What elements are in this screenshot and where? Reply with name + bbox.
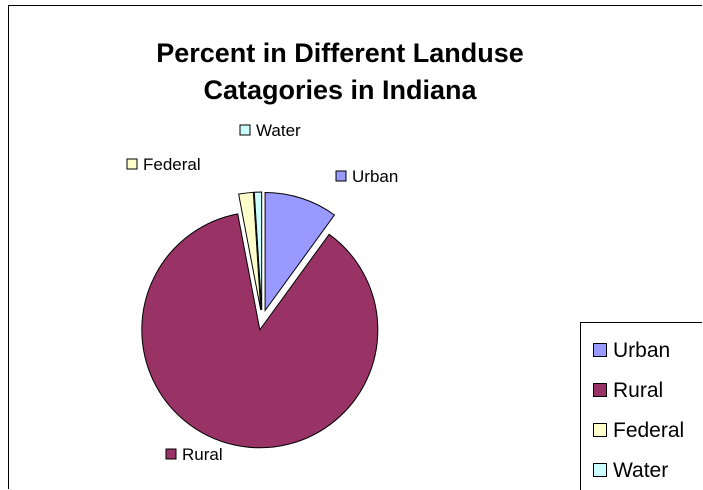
legend-label-water: Water: [613, 459, 669, 482]
pie-slice-rural: [141, 213, 379, 449]
slice-label-swatch: [239, 124, 251, 136]
legend-label-urban: Urban: [613, 339, 671, 362]
slice-label-swatch: [335, 170, 347, 182]
legend-label-rural: Rural: [613, 379, 664, 402]
pie-slice-federal: [238, 191, 262, 311]
legend-item-urban: Urban: [593, 339, 670, 363]
slice-label-swatch: [165, 448, 177, 460]
legend-swatch-rural: [593, 383, 607, 397]
legend: Urban Rural Federal Water: [580, 322, 702, 490]
slice-label-urban: Urban: [335, 167, 398, 186]
slice-label-text: Rural: [182, 445, 223, 464]
legend-swatch-urban: [593, 343, 607, 357]
slice-label-text: Water: [256, 121, 301, 140]
legend-item-federal: Federal: [593, 419, 684, 443]
legend-item-rural: Rural: [593, 379, 663, 403]
slice-label-text: Federal: [143, 155, 201, 174]
slice-label-text: Urban: [352, 167, 398, 186]
slice-label-water: Water: [239, 121, 301, 140]
pie-slice-urban: [264, 191, 336, 313]
pie-slice-water: [253, 191, 263, 311]
legend-swatch-federal: [593, 423, 607, 437]
chart-title-line-1: Percent in Different Landuse: [156, 38, 524, 68]
slice-label-swatch: [126, 158, 138, 170]
legend-label-federal: Federal: [613, 419, 685, 442]
legend-swatch-water: [593, 463, 607, 477]
chart-title-line-2: Catagories in Indiana: [203, 75, 477, 105]
slice-label-rural: Rural: [165, 445, 223, 464]
chart-border: [8, 5, 702, 489]
slice-label-federal: Federal: [126, 155, 201, 174]
legend-item-water: Water: [593, 459, 668, 483]
